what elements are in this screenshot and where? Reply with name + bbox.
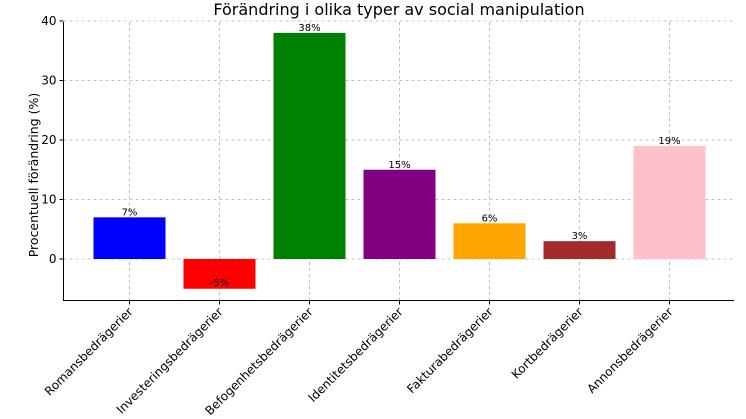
bar-kortbedrägerier <box>543 241 616 259</box>
data-label: 6% <box>482 213 498 224</box>
x-ticks-group: RomansbedrägerierInvesteringsbedrägerier… <box>42 300 676 418</box>
data-label: 3% <box>572 231 588 242</box>
chart-title: Förändring i olika typer av social manip… <box>213 0 584 19</box>
data-label: 19% <box>658 136 680 147</box>
x-tick-label: Investeringsbedrägerier <box>114 305 226 417</box>
bar-identitetsbedrägerier <box>363 169 436 259</box>
bar-annonsbedrägerier <box>633 145 706 259</box>
x-tick-label: Fakturabedrägerier <box>404 305 495 396</box>
data-label: 38% <box>298 23 320 34</box>
y-tick-label: 30 <box>41 74 56 88</box>
y-tick-label: 0 <box>49 252 57 266</box>
data-labels-group: 7% -5% 38% 15% 6% 3% 19% <box>122 23 681 289</box>
y-ticks-group: 0 10 20 30 40 <box>41 14 64 266</box>
y-tick-label: 40 <box>41 14 56 28</box>
y-tick-label: 20 <box>41 133 56 147</box>
x-tick-label: Identitetsbedrägerier <box>305 305 405 405</box>
x-tick-label: Annonsbedrägerier <box>584 305 675 396</box>
bar-fakturabedrägerier <box>453 223 526 259</box>
y-axis-label: Procentuell förändring (%) <box>26 93 41 258</box>
bar-investeringsbedrägerier <box>183 259 256 289</box>
x-tick-label: Befogenhetsbedrägerier <box>202 305 315 418</box>
bar-romansbedrägerier <box>93 217 166 259</box>
data-label: 15% <box>388 160 410 171</box>
y-grid <box>63 20 734 260</box>
data-label: -5% <box>210 278 229 289</box>
bar-befogenhetsbedrägerier <box>273 32 346 260</box>
x-tick-label: Kortbedrägerier <box>509 305 586 382</box>
data-label: 7% <box>122 207 138 218</box>
x-tick-label: Romansbedrägerier <box>42 305 136 399</box>
bars-group <box>93 32 706 289</box>
y-tick-label: 10 <box>41 193 56 207</box>
